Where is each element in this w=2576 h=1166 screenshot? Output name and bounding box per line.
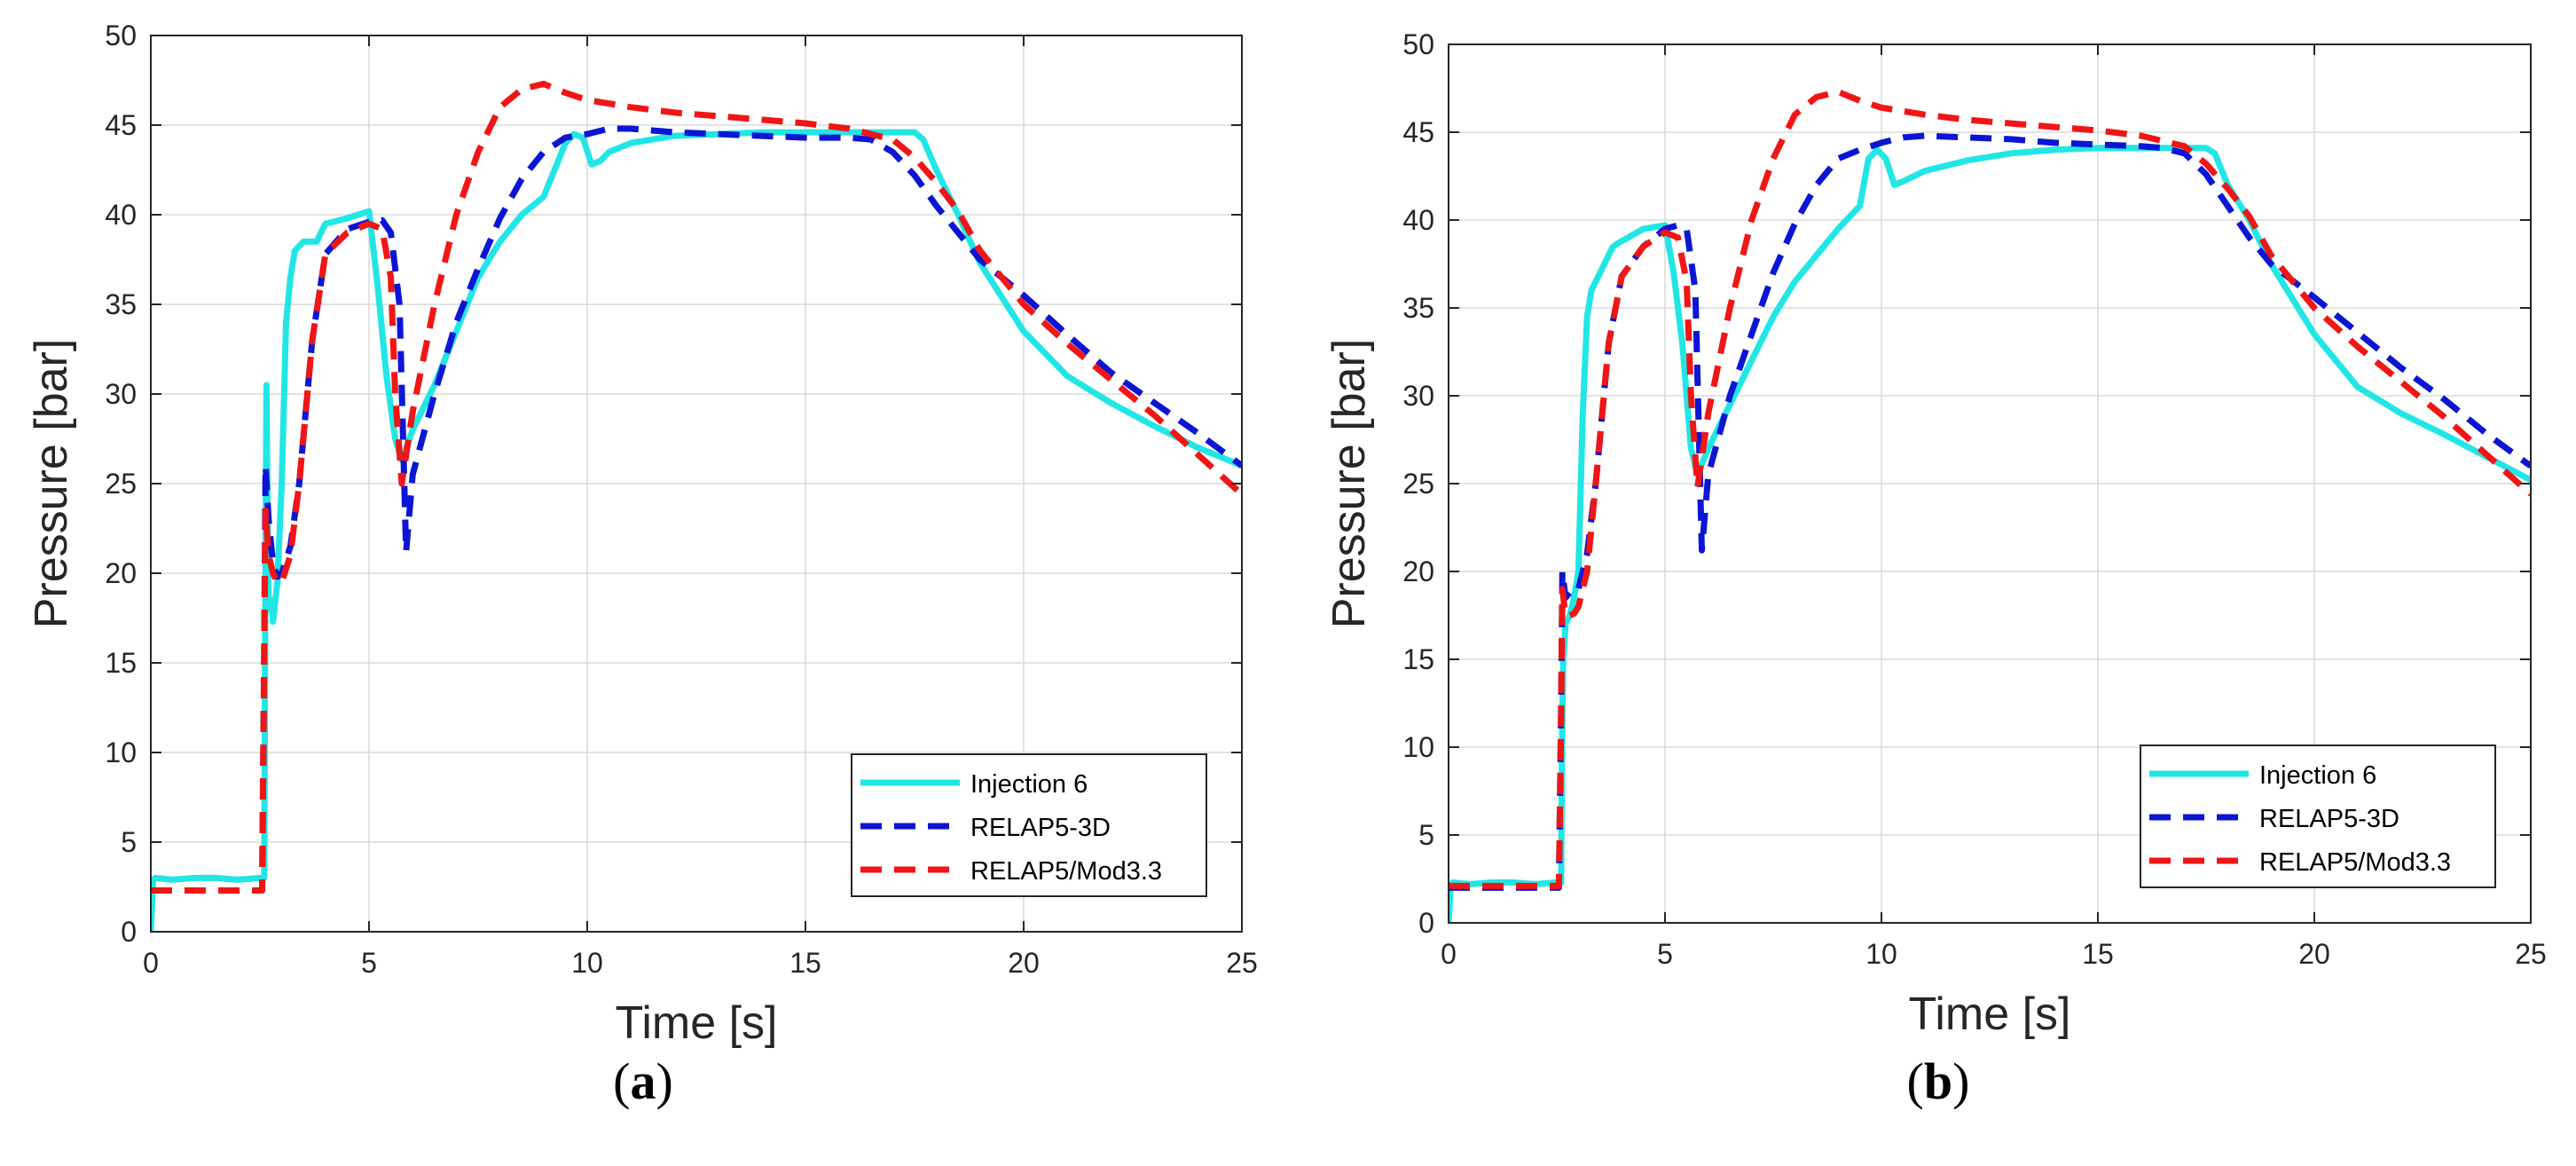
panel-a-xtick-label: 5 <box>361 947 377 979</box>
panel-a-ytick-label: 30 <box>105 378 137 410</box>
panel-b-ytick-label: 40 <box>1402 204 1434 236</box>
panel-b-xtick-label: 5 <box>1657 938 1673 970</box>
panel-b-ytick-label: 15 <box>1402 643 1434 675</box>
panel-a-xtick-label: 15 <box>789 947 821 979</box>
panel-a-xtick-label: 25 <box>1226 947 1258 979</box>
panel-a-ytick-label: 20 <box>105 557 137 589</box>
panel-a-ytick-label: 50 <box>105 20 137 51</box>
panel-a-ytick-label: 25 <box>105 468 137 500</box>
panel-a-legend: Injection 6 RELAP5-3D RELAP5/Mod3.3 <box>851 753 1207 897</box>
panel-b-legend-label-relap5-3d: RELAP5-3D <box>2259 805 2399 833</box>
panel-b-legend-label-relap5-mod33: RELAP5/Mod3.3 <box>2259 848 2451 877</box>
panel-b-ytick-label: 10 <box>1402 731 1434 763</box>
panel-b-ytick-label: 35 <box>1402 292 1434 324</box>
panel-a-ytick-label: 35 <box>105 288 137 320</box>
panel-b-ytick-label: 30 <box>1402 380 1434 412</box>
panel-b-ytick-label: 45 <box>1402 116 1434 148</box>
panel-b-series-relap5-mod33 <box>1449 89 2531 889</box>
panel-b-ytick-label: 20 <box>1402 555 1434 587</box>
panel-b-xtick-label: 15 <box>2082 938 2114 970</box>
panel-b-xtick-label: 10 <box>1865 938 1897 970</box>
panel-b-xtick-label: 0 <box>1441 938 1457 970</box>
panel-a-series-relap5-mod33 <box>151 81 1242 894</box>
panel-a-ytick-label: 45 <box>105 109 137 141</box>
panel-b-caption: (b) <box>1907 1052 1970 1110</box>
panel-a-ytick-label: 10 <box>105 737 137 768</box>
panel-a-ytick-label: 40 <box>105 199 137 231</box>
panel-a-ylabel: Pressure [bar] <box>26 339 77 629</box>
panel-a-xlabel: Time [s] <box>616 997 778 1049</box>
panel-a-xtick-label: 20 <box>1008 947 1040 979</box>
panel-a-xtick-label: 10 <box>571 947 603 979</box>
panel-b-legend: Injection 6 RELAP5-3D RELAP5/Mod3.3 <box>2140 745 2496 888</box>
panel-b-ytick-label: 0 <box>1418 907 1434 939</box>
panel-a-legend-label-relap5-mod33: RELAP5/Mod3.3 <box>970 857 1162 886</box>
panel-a-caption: (a) <box>613 1052 673 1110</box>
panel-a-ytick-label: 15 <box>105 647 137 679</box>
panel-b-series-relap5-3d <box>1449 132 2531 891</box>
panel-a-chart: 0 5 10 15 20 25 0 5 10 15 20 25 30 35 40 45 50 Time [s] Pr… <box>26 20 1258 1110</box>
panel-a-ytick-label: 5 <box>121 826 137 858</box>
panel-b-ytick-label: 50 <box>1402 28 1434 60</box>
panel-b-ytick-label: 5 <box>1418 819 1434 851</box>
panel-a-xtick-label: 0 <box>143 947 159 979</box>
panel-a-legend-label-relap5-3d: RELAP5-3D <box>970 814 1111 842</box>
panel-b-legend-label-injection-6: Injection 6 <box>2259 761 2376 790</box>
panel-b-xlabel: Time [s] <box>1909 989 2071 1040</box>
panel-b-ylabel: Pressure [bar] <box>1323 339 1375 629</box>
panel-b-xtick-label: 20 <box>2298 938 2330 970</box>
panel-a-ytick-label: 0 <box>121 916 137 948</box>
panel-b-xtick-label: 25 <box>2515 938 2547 970</box>
panel-b-chart: 0 5 10 15 20 25 0 5 10 15 20 25 30 35 40 45 50 Time [s] Pr… <box>1323 28 2547 1110</box>
panel-b-ytick-label: 25 <box>1402 468 1434 500</box>
panel-a-legend-label-injection-6: Injection 6 <box>970 770 1088 799</box>
panel-a-series-injection-6 <box>151 129 1242 932</box>
